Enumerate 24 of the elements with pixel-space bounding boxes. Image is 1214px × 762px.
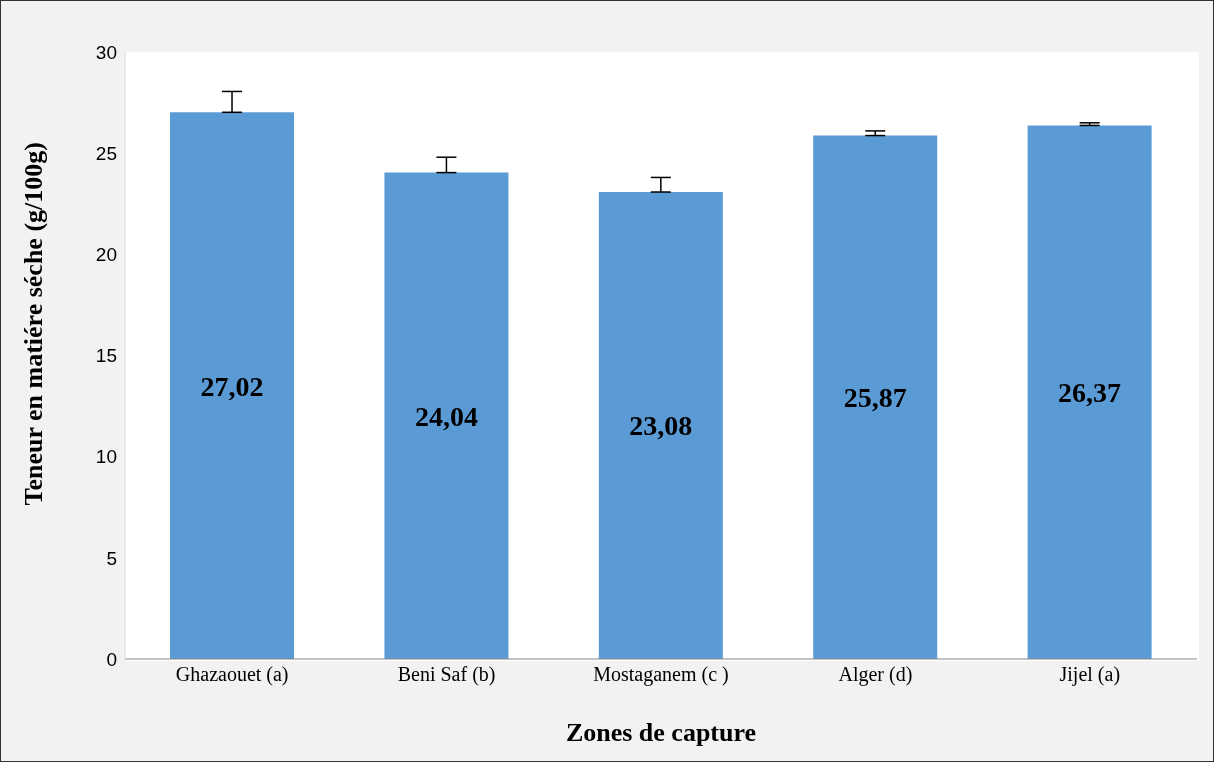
y-tick-label: 15 (95, 345, 117, 367)
bar (598, 192, 723, 659)
bar (170, 112, 295, 659)
y-tick-label: 10 (95, 446, 117, 468)
x-tick-label: Ghazaouet (a) (175, 663, 289, 687)
y-axis-title: Teneur en matiére séche (g/100g) (19, 142, 49, 506)
data-label: 27,02 (200, 370, 264, 402)
x-tick-label: Jijel (a) (1059, 663, 1121, 687)
bar (1027, 125, 1152, 659)
y-tick-label: 30 (95, 41, 117, 63)
y-tick-label: 5 (106, 547, 117, 569)
y-tick-label: 0 (106, 648, 117, 670)
x-tick-label: Beni Saf (b) (397, 663, 496, 687)
bar (813, 135, 938, 659)
data-label: 26,37 (1058, 377, 1122, 409)
data-label: 25,87 (843, 382, 907, 414)
bar (384, 172, 509, 659)
x-axis-title: Zones de capture (565, 718, 757, 747)
data-label: 23,08 (629, 410, 693, 442)
y-tick-label: 25 (95, 142, 117, 164)
x-tick-label: Mostaganem (c ) (593, 663, 729, 687)
x-tick-label: Alger (d) (838, 663, 913, 687)
y-tick-label: 20 (95, 244, 117, 266)
data-label: 24,04 (414, 400, 478, 432)
